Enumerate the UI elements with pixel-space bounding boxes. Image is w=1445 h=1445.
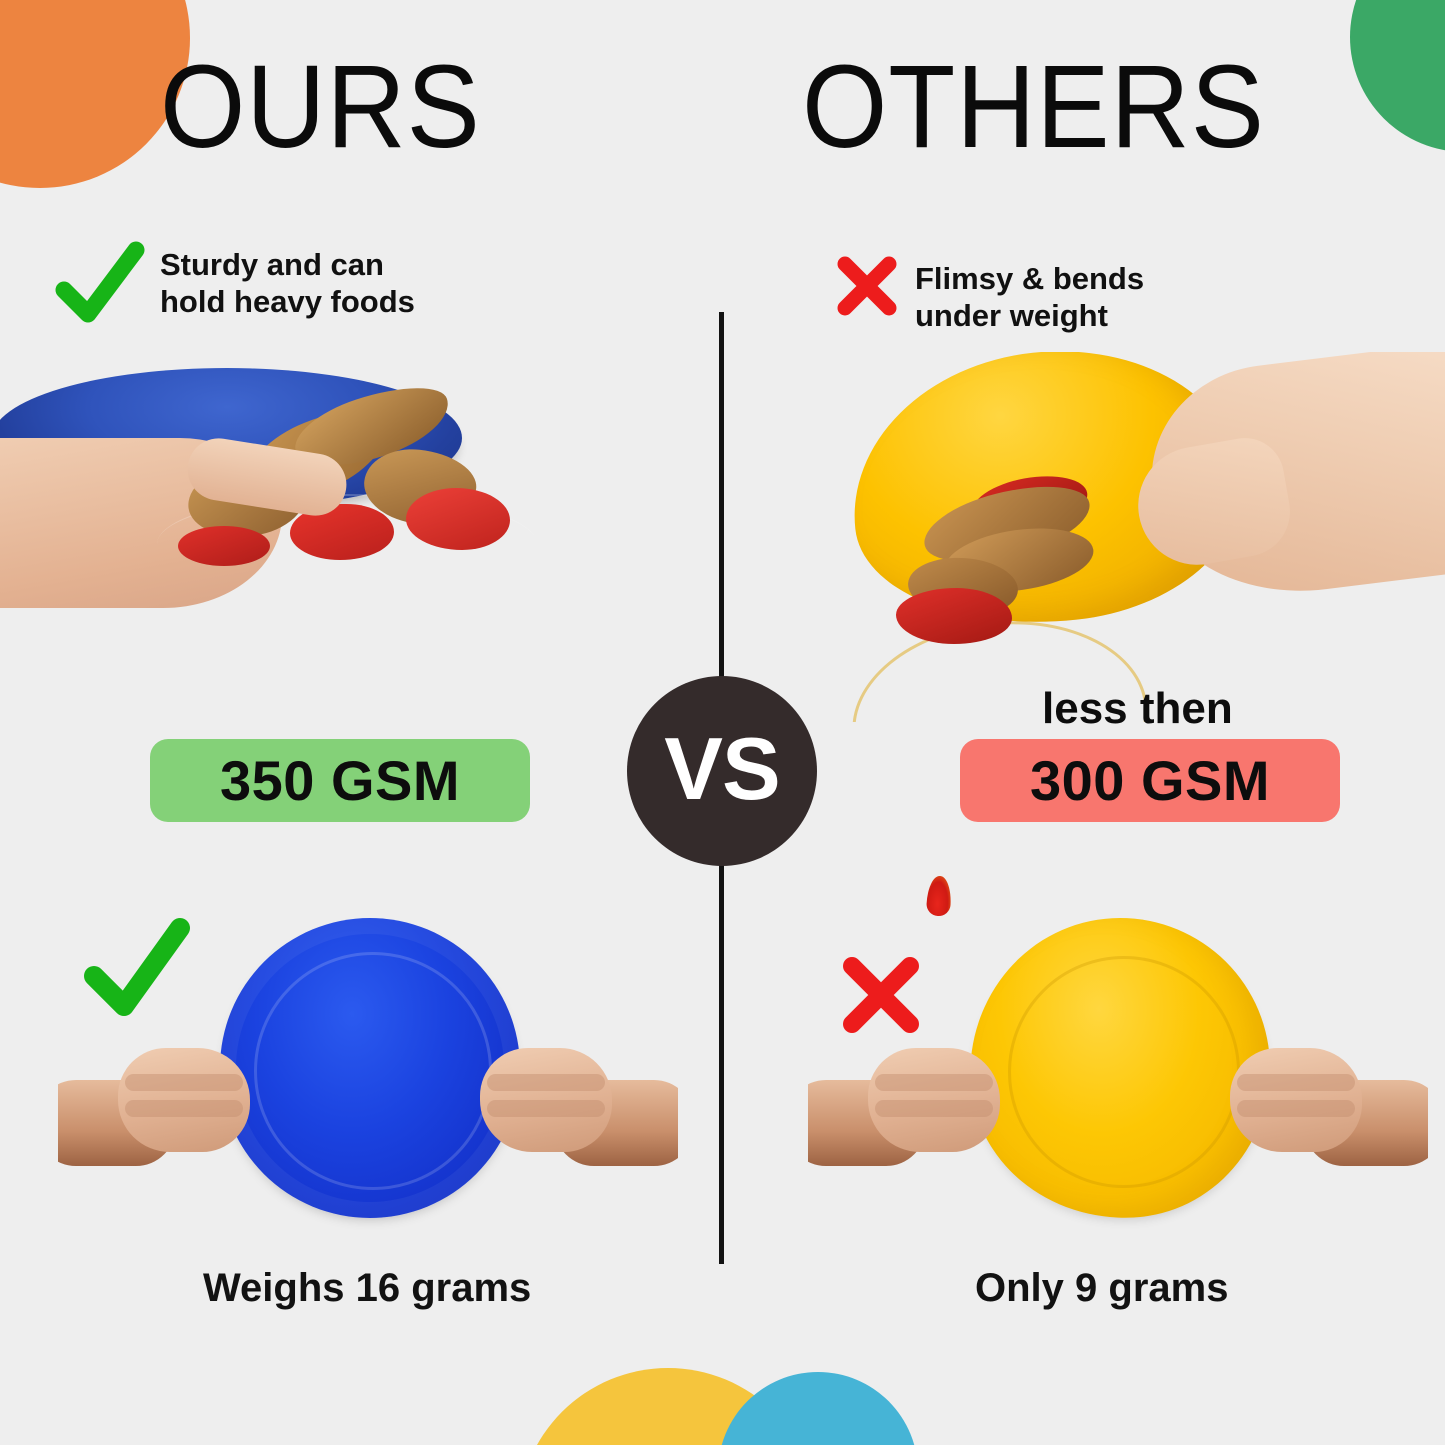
vs-label: VS: [664, 719, 780, 818]
caption-others-number: 9: [1075, 1266, 1098, 1310]
feature-text-ours: Sturdy and can hold heavy foods: [160, 247, 415, 320]
gsm-value-others: 300 GSM: [1029, 749, 1271, 812]
red-x-icon: [843, 957, 919, 1033]
hand-left: [58, 1032, 252, 1166]
blue-plate-inner: [157, 494, 537, 594]
knuckle: [125, 1100, 243, 1117]
knuckle: [1237, 1100, 1355, 1117]
fist: [118, 1048, 250, 1152]
caption-ours-number: 16: [355, 1266, 401, 1310]
green-check-icon: [55, 241, 145, 323]
caption-ours: Weighs 16 grams: [203, 1268, 531, 1308]
gsm-badge-ours: 350 GSM: [150, 739, 530, 822]
heading-others: OTHERS: [802, 41, 1265, 173]
knuckle: [1237, 1074, 1355, 1091]
hand-left: [808, 1032, 1002, 1166]
green-check-icon: [84, 918, 190, 1016]
red-x-icon: [837, 256, 897, 316]
decorative-circle-green: [1350, 0, 1445, 152]
photo-others-plate-bending: [852, 352, 1445, 722]
gsm-badge-others: 300 GSM: [960, 739, 1340, 822]
hand-right: [478, 1032, 678, 1166]
photo-ours-plate-with-food: [0, 368, 692, 668]
caption-ours-lead: Weighs: [203, 1266, 356, 1310]
yellow-plate-ring: [1008, 956, 1240, 1188]
knuckle: [487, 1074, 605, 1091]
fist: [1230, 1048, 1362, 1152]
decorative-circle-blue: [718, 1372, 918, 1445]
caption-others: Only 9 grams: [975, 1268, 1228, 1308]
ketchup-drop-icon: [925, 875, 953, 917]
knuckle: [875, 1074, 993, 1091]
photo-ours-rigid-plate: [58, 900, 678, 1240]
vs-badge: VS: [627, 676, 817, 866]
fist: [868, 1048, 1000, 1152]
less-then-label: less then: [1042, 684, 1233, 733]
food-red-sauce: [896, 588, 1012, 644]
fist: [480, 1048, 612, 1152]
caption-others-tail: grams: [1097, 1266, 1229, 1310]
feature-text-others: Flimsy & bends under weight: [915, 261, 1145, 334]
knuckle: [125, 1074, 243, 1091]
food-red-sauce: [178, 526, 270, 566]
feature-row-ours: Sturdy and can hold heavy foods: [52, 238, 415, 330]
hand-right: [1228, 1032, 1428, 1166]
feature-row-others: Flimsy & bends under weight: [833, 252, 1144, 334]
caption-others-lead: Only: [975, 1266, 1076, 1310]
photo-others-flimsy-plate: [808, 900, 1428, 1240]
food-red-pepper: [406, 488, 510, 550]
caption-ours-tail: grams: [400, 1266, 532, 1310]
blue-plate-ring: [254, 952, 492, 1190]
knuckle: [487, 1100, 605, 1117]
knuckle: [875, 1100, 993, 1117]
heading-ours: OURS: [160, 41, 481, 173]
gsm-value-ours: 350 GSM: [219, 749, 461, 812]
